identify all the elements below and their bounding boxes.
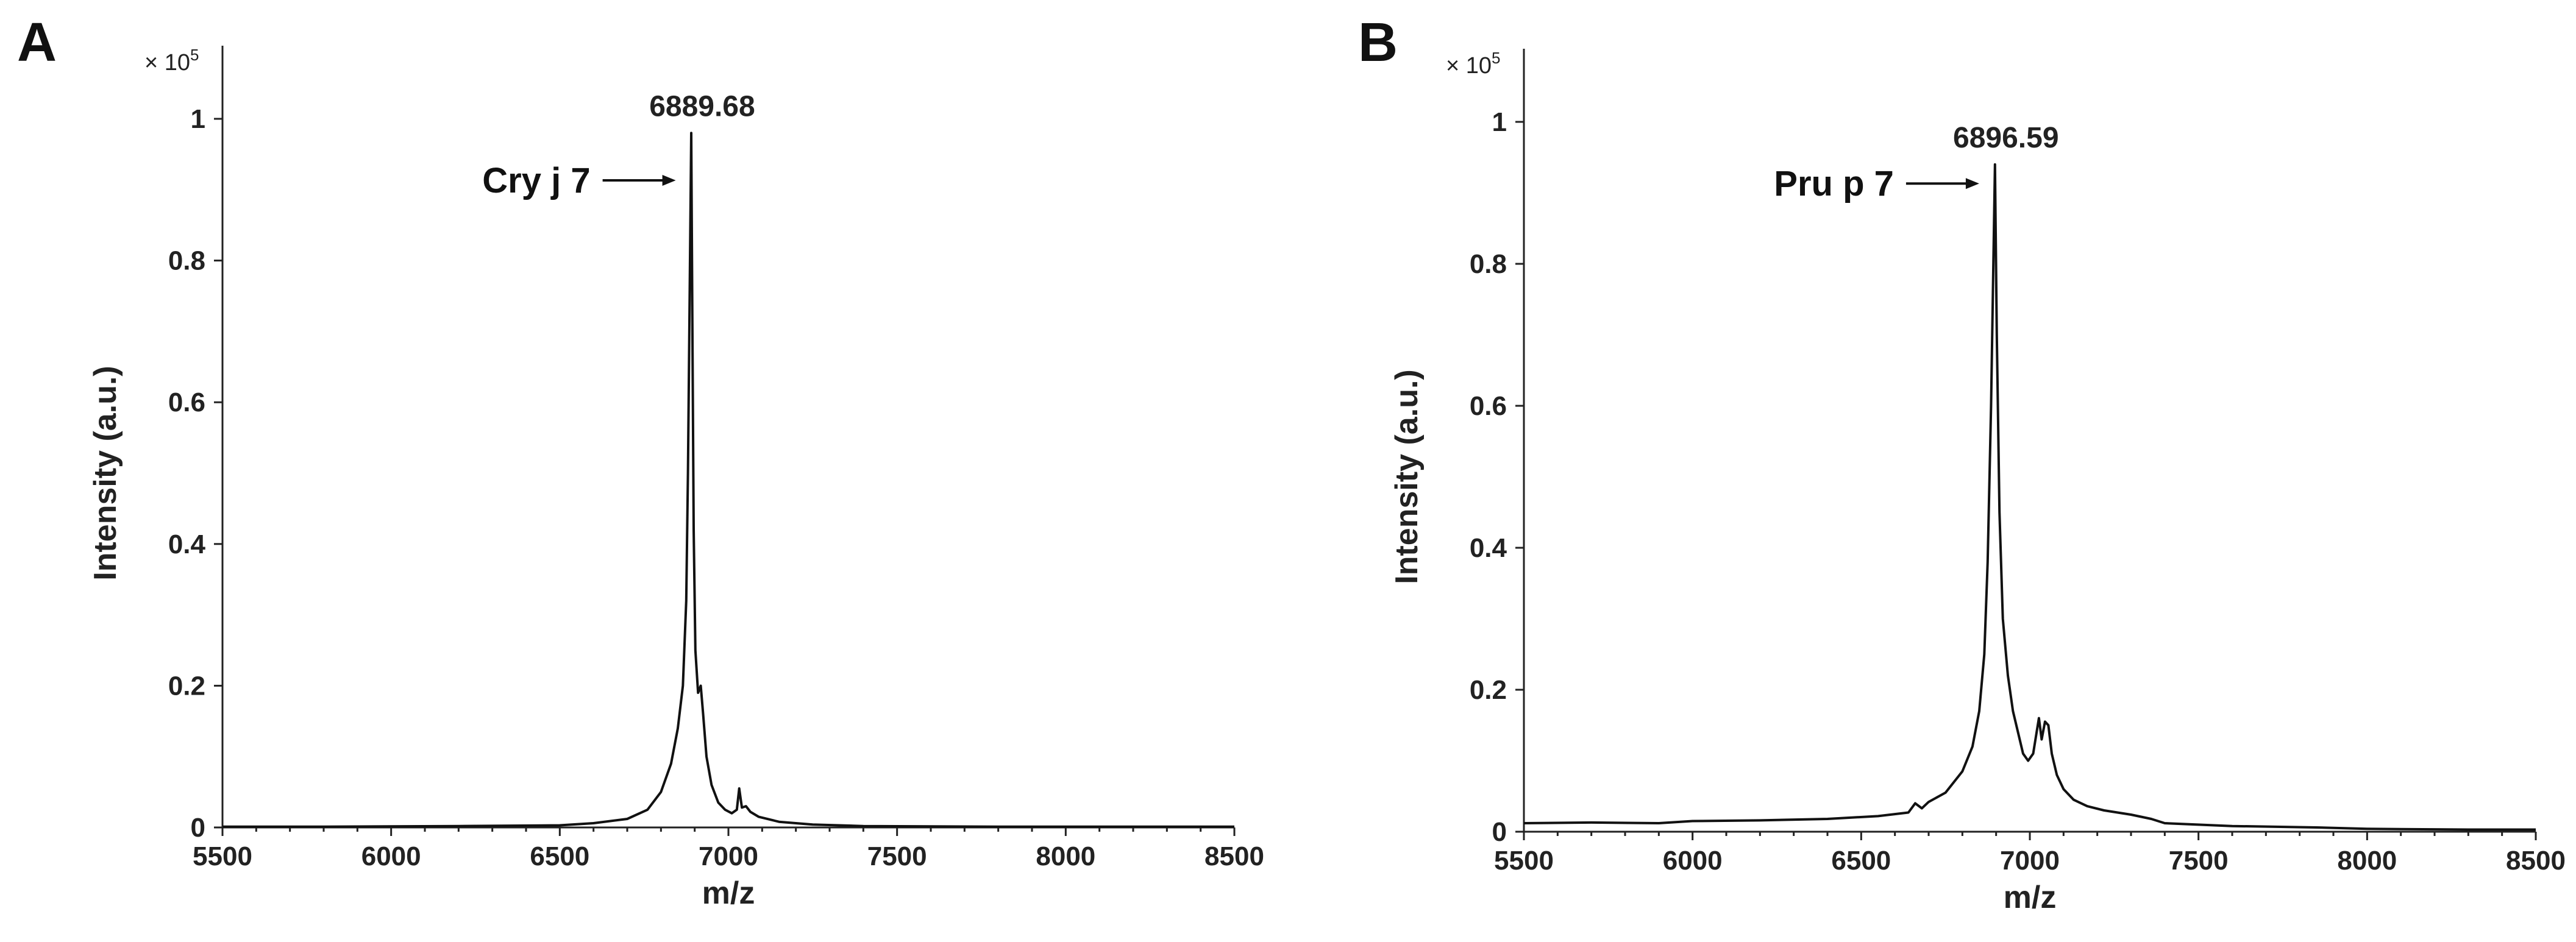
peak-value-label: 6889.68 xyxy=(649,90,755,122)
y-tick-label: 0 xyxy=(191,813,205,843)
y-tick-label: 1 xyxy=(1492,107,1507,137)
x-tick-label: 7000 xyxy=(2000,846,2060,876)
x-tick-label: 6500 xyxy=(1831,846,1891,876)
y-tick-label: 0.6 xyxy=(168,388,205,417)
x-tick-label: 8500 xyxy=(1204,841,1264,871)
y-axis-title: Intensity (a.u.) xyxy=(1389,369,1425,584)
chart-panel-a: A 0 0.2 0.4 0.6 0.8 1 5500 6000 6500 7000 7500 8000 8… xyxy=(17,12,1264,911)
peak-value-label: 6896.59 xyxy=(1953,122,2059,154)
x-tick-label: 6000 xyxy=(361,841,421,871)
panel-letter: B xyxy=(1358,12,1398,73)
x-tick-label: 7500 xyxy=(2169,846,2229,876)
y-multiplier: × 105 xyxy=(144,46,199,76)
x-axis-title: m/z xyxy=(2004,880,2057,915)
y-tick-label: 0.2 xyxy=(1470,675,1507,705)
y-tick-label: 0.4 xyxy=(1470,533,1507,563)
x-tick-label: 8000 xyxy=(1036,841,1095,871)
y-tick-label: 1 xyxy=(191,104,205,134)
x-tick-label: 6000 xyxy=(1663,846,1723,876)
x-tick-label: 8500 xyxy=(2506,846,2566,876)
y-tick-label: 0 xyxy=(1492,817,1507,847)
x-tick-label: 7000 xyxy=(699,841,758,871)
x-tick-label: 6500 xyxy=(530,841,589,871)
annotation-arrow-head xyxy=(662,175,676,186)
y-tick-label: 0.8 xyxy=(1470,249,1507,279)
peak-annotation-label: Pru p 7 xyxy=(1774,164,1894,204)
peak-annotation-label: Cry j 7 xyxy=(482,161,590,200)
spectrum-series-line xyxy=(222,132,1234,828)
panel-letter: A xyxy=(17,12,57,73)
x-tick-label: 8000 xyxy=(2337,846,2397,876)
x-tick-label: 7500 xyxy=(867,841,927,871)
y-tick-label: 0.6 xyxy=(1470,391,1507,421)
annotation-arrow-head xyxy=(1965,178,1979,189)
x-axis-title: m/z xyxy=(702,876,755,911)
spectrum-series-line xyxy=(1523,163,2536,831)
x-tick-label: 5500 xyxy=(1494,846,1554,876)
y-tick-label: 0.8 xyxy=(168,246,205,276)
x-tick-label: 5500 xyxy=(193,841,252,871)
chart-panel-b: B 0 0.2 0.4 0.6 0.8 1 5500 6000 6500 7000 7500 8000 8… xyxy=(1358,12,2566,915)
y-multiplier: × 105 xyxy=(1446,49,1501,79)
y-axis-title: Intensity (a.u.) xyxy=(88,366,123,580)
y-tick-label: 0.2 xyxy=(168,671,205,701)
y-tick-label: 0.4 xyxy=(168,529,206,559)
